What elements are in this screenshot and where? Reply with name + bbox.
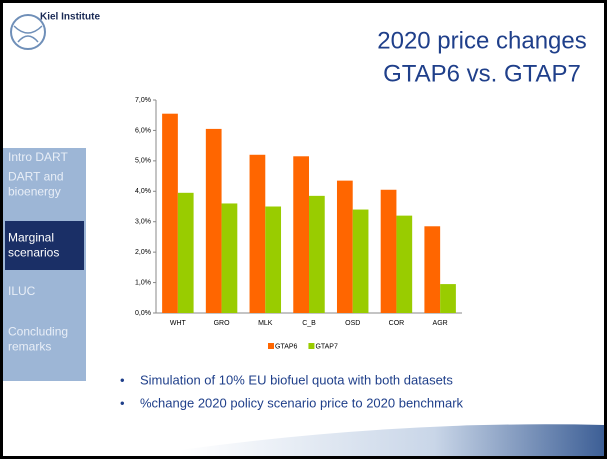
y-tick-label: 6,0% xyxy=(135,127,151,134)
bar xyxy=(205,128,222,313)
menu-item[interactable]: Marginal scenarios xyxy=(8,231,59,260)
x-tick-label: OSD xyxy=(345,320,360,327)
legend-label: GTAP6 xyxy=(275,343,298,350)
menu-active-bg xyxy=(5,221,84,270)
bar xyxy=(396,215,413,313)
bar xyxy=(336,180,353,313)
bar xyxy=(352,209,369,313)
bar xyxy=(177,192,194,313)
legend-swatch xyxy=(268,343,274,349)
title: 2020 price changes xyxy=(377,27,586,54)
x-tick-label: MLK xyxy=(258,320,273,327)
logo-lines xyxy=(13,25,43,43)
x-tick-label: COR xyxy=(389,320,405,327)
y-tick-label: 5,0% xyxy=(135,158,151,165)
bar xyxy=(424,226,441,313)
menu-item[interactable]: DART and bioenergy xyxy=(8,170,64,199)
bar xyxy=(265,206,282,313)
bar xyxy=(249,154,266,313)
bullet-text: %change 2020 policy scenario price to 20… xyxy=(140,395,464,410)
x-tick-label: C_B xyxy=(302,320,316,327)
bar xyxy=(162,113,178,313)
y-tick-label: 4,0% xyxy=(135,188,151,195)
legend-label: GTAP7 xyxy=(315,343,338,350)
x-tick-label: WHT xyxy=(170,320,187,327)
bar xyxy=(309,195,325,313)
menu-item[interactable]: ILUC xyxy=(8,284,36,298)
y-tick-label: 2,0% xyxy=(135,249,151,256)
bullet: • xyxy=(120,372,125,387)
y-tick-label: 7,0% xyxy=(135,97,151,104)
y-tick-label: 1,0% xyxy=(135,279,151,286)
bar xyxy=(221,203,238,313)
logo-globe xyxy=(10,14,46,50)
title: GTAP6 vs. GTAP7 xyxy=(383,60,581,87)
bullet-text: Simulation of 10% EU biofuel quota with … xyxy=(140,372,453,387)
bar xyxy=(293,156,309,313)
bullet: • xyxy=(120,395,125,410)
bar xyxy=(380,189,397,313)
x-tick-label: AGR xyxy=(433,320,448,327)
x-tick-label: GRO xyxy=(214,320,231,327)
menu-item[interactable]: Intro DART xyxy=(8,150,68,164)
swoosh xyxy=(180,424,604,456)
bar xyxy=(440,284,456,313)
legend-swatch xyxy=(308,343,315,349)
y-tick-label: 0,0% xyxy=(135,310,151,317)
y-tick-label: 3,0% xyxy=(135,219,151,226)
menu-item[interactable]: Concluding remarks xyxy=(8,325,68,354)
logo-text: Kiel Institute xyxy=(40,12,100,23)
